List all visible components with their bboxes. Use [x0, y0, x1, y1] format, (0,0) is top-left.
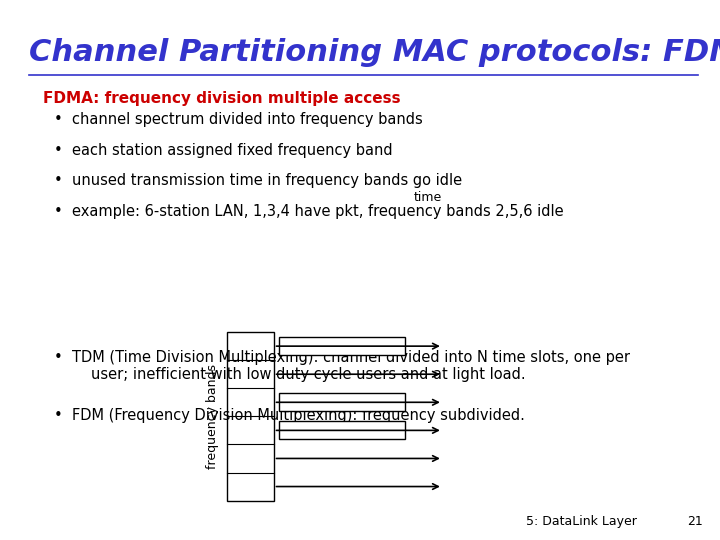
- Text: frequency bands: frequency bands: [206, 364, 219, 469]
- Text: 5: DataLink Layer: 5: DataLink Layer: [526, 515, 636, 528]
- Text: •  FDM (Frequency Division Multiplexing): frequency subdivided.: • FDM (Frequency Division Multiplexing):…: [54, 408, 525, 423]
- Text: FDMA: frequency division multiple access: FDMA: frequency division multiple access: [43, 91, 401, 106]
- Text: 21: 21: [688, 515, 703, 528]
- Text: •  each station assigned fixed frequency band: • each station assigned fixed frequency …: [54, 143, 392, 158]
- Text: •  unused transmission time in frequency bands go idle: • unused transmission time in frequency …: [54, 173, 462, 188]
- Text: •  channel spectrum divided into frequency bands: • channel spectrum divided into frequenc…: [54, 112, 423, 127]
- Bar: [279, 421, 405, 440]
- Text: •  example: 6-station LAN, 1,3,4 have pkt, frequency bands 2,5,6 idle: • example: 6-station LAN, 1,3,4 have pkt…: [54, 204, 564, 219]
- Bar: [279, 337, 405, 355]
- Bar: [227, 332, 274, 501]
- Text: •  TDM (Time Division Multiplexing): channel divided into N time slots, one per
: • TDM (Time Division Multiplexing): chan…: [54, 350, 630, 382]
- Text: Channel Partitioning MAC protocols: FDMA: Channel Partitioning MAC protocols: FDMA: [29, 38, 720, 67]
- Bar: [279, 393, 405, 411]
- Text: time: time: [414, 191, 442, 204]
